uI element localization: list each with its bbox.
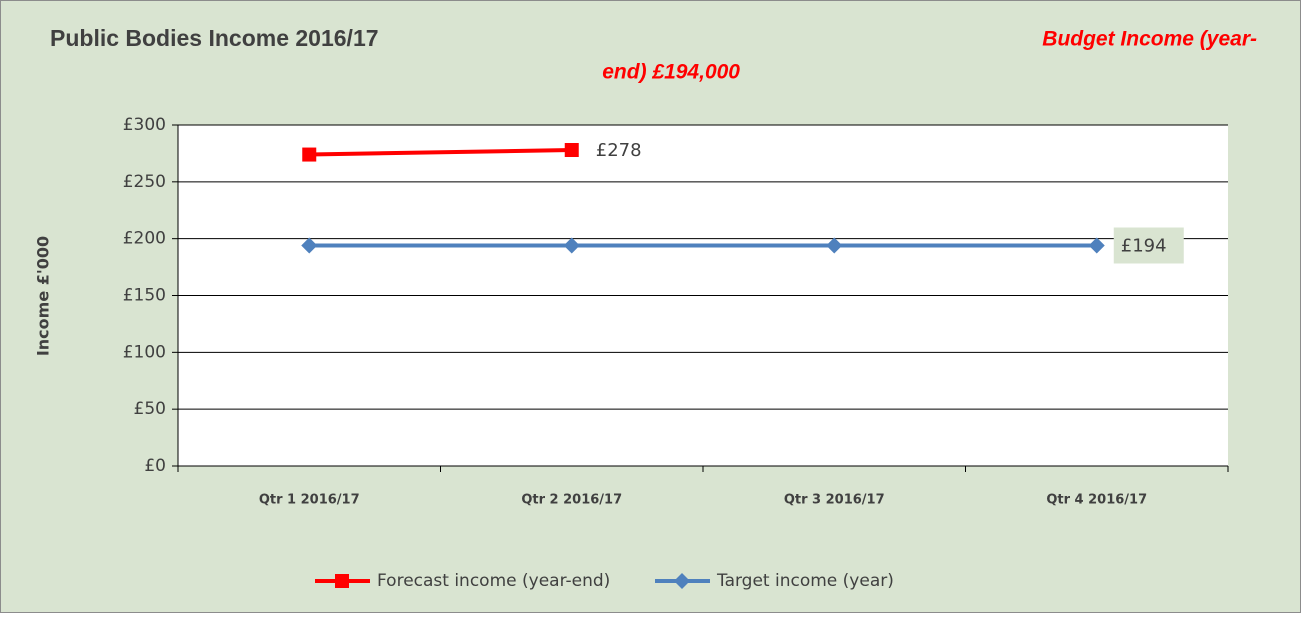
chart-title: Public Bodies Income 2016/17 [50,25,379,51]
y-tick-label: £150 [123,286,166,306]
data-point [301,237,318,254]
legend-label: Forecast income (year-end) [377,571,610,591]
data-label-box [1113,227,1184,264]
annotation: Budget Income (year- [1042,28,1257,51]
data-point [826,237,843,254]
x-tick-label: Qtr 3 2016/17 [784,493,885,508]
annotation: end) £194,000 [602,61,740,84]
legend-marker [335,574,349,588]
series-line [309,148,572,157]
y-tick-label: £50 [134,399,166,419]
y-tick-label: £250 [123,172,166,192]
y-tick-label: £300 [123,115,166,135]
y-tick-label: £100 [123,342,166,362]
x-tick-label: Qtr 2 2016/17 [521,493,622,508]
data-label: £194 [1121,235,1167,256]
y-axis-label: Income £'000 [34,236,53,356]
legend-marker [674,573,690,589]
data-point [563,237,580,254]
data-point [1088,237,1105,254]
x-tick-label: Qtr 1 2016/17 [259,493,360,508]
data-point [302,147,317,162]
x-tick-label: Qtr 4 2016/17 [1046,493,1147,508]
data-label: £278 [596,140,642,161]
y-tick-label: £0 [144,456,166,476]
legend-label: Target income (year) [716,571,894,591]
y-tick-label: £200 [123,229,166,249]
data-point [564,143,579,158]
